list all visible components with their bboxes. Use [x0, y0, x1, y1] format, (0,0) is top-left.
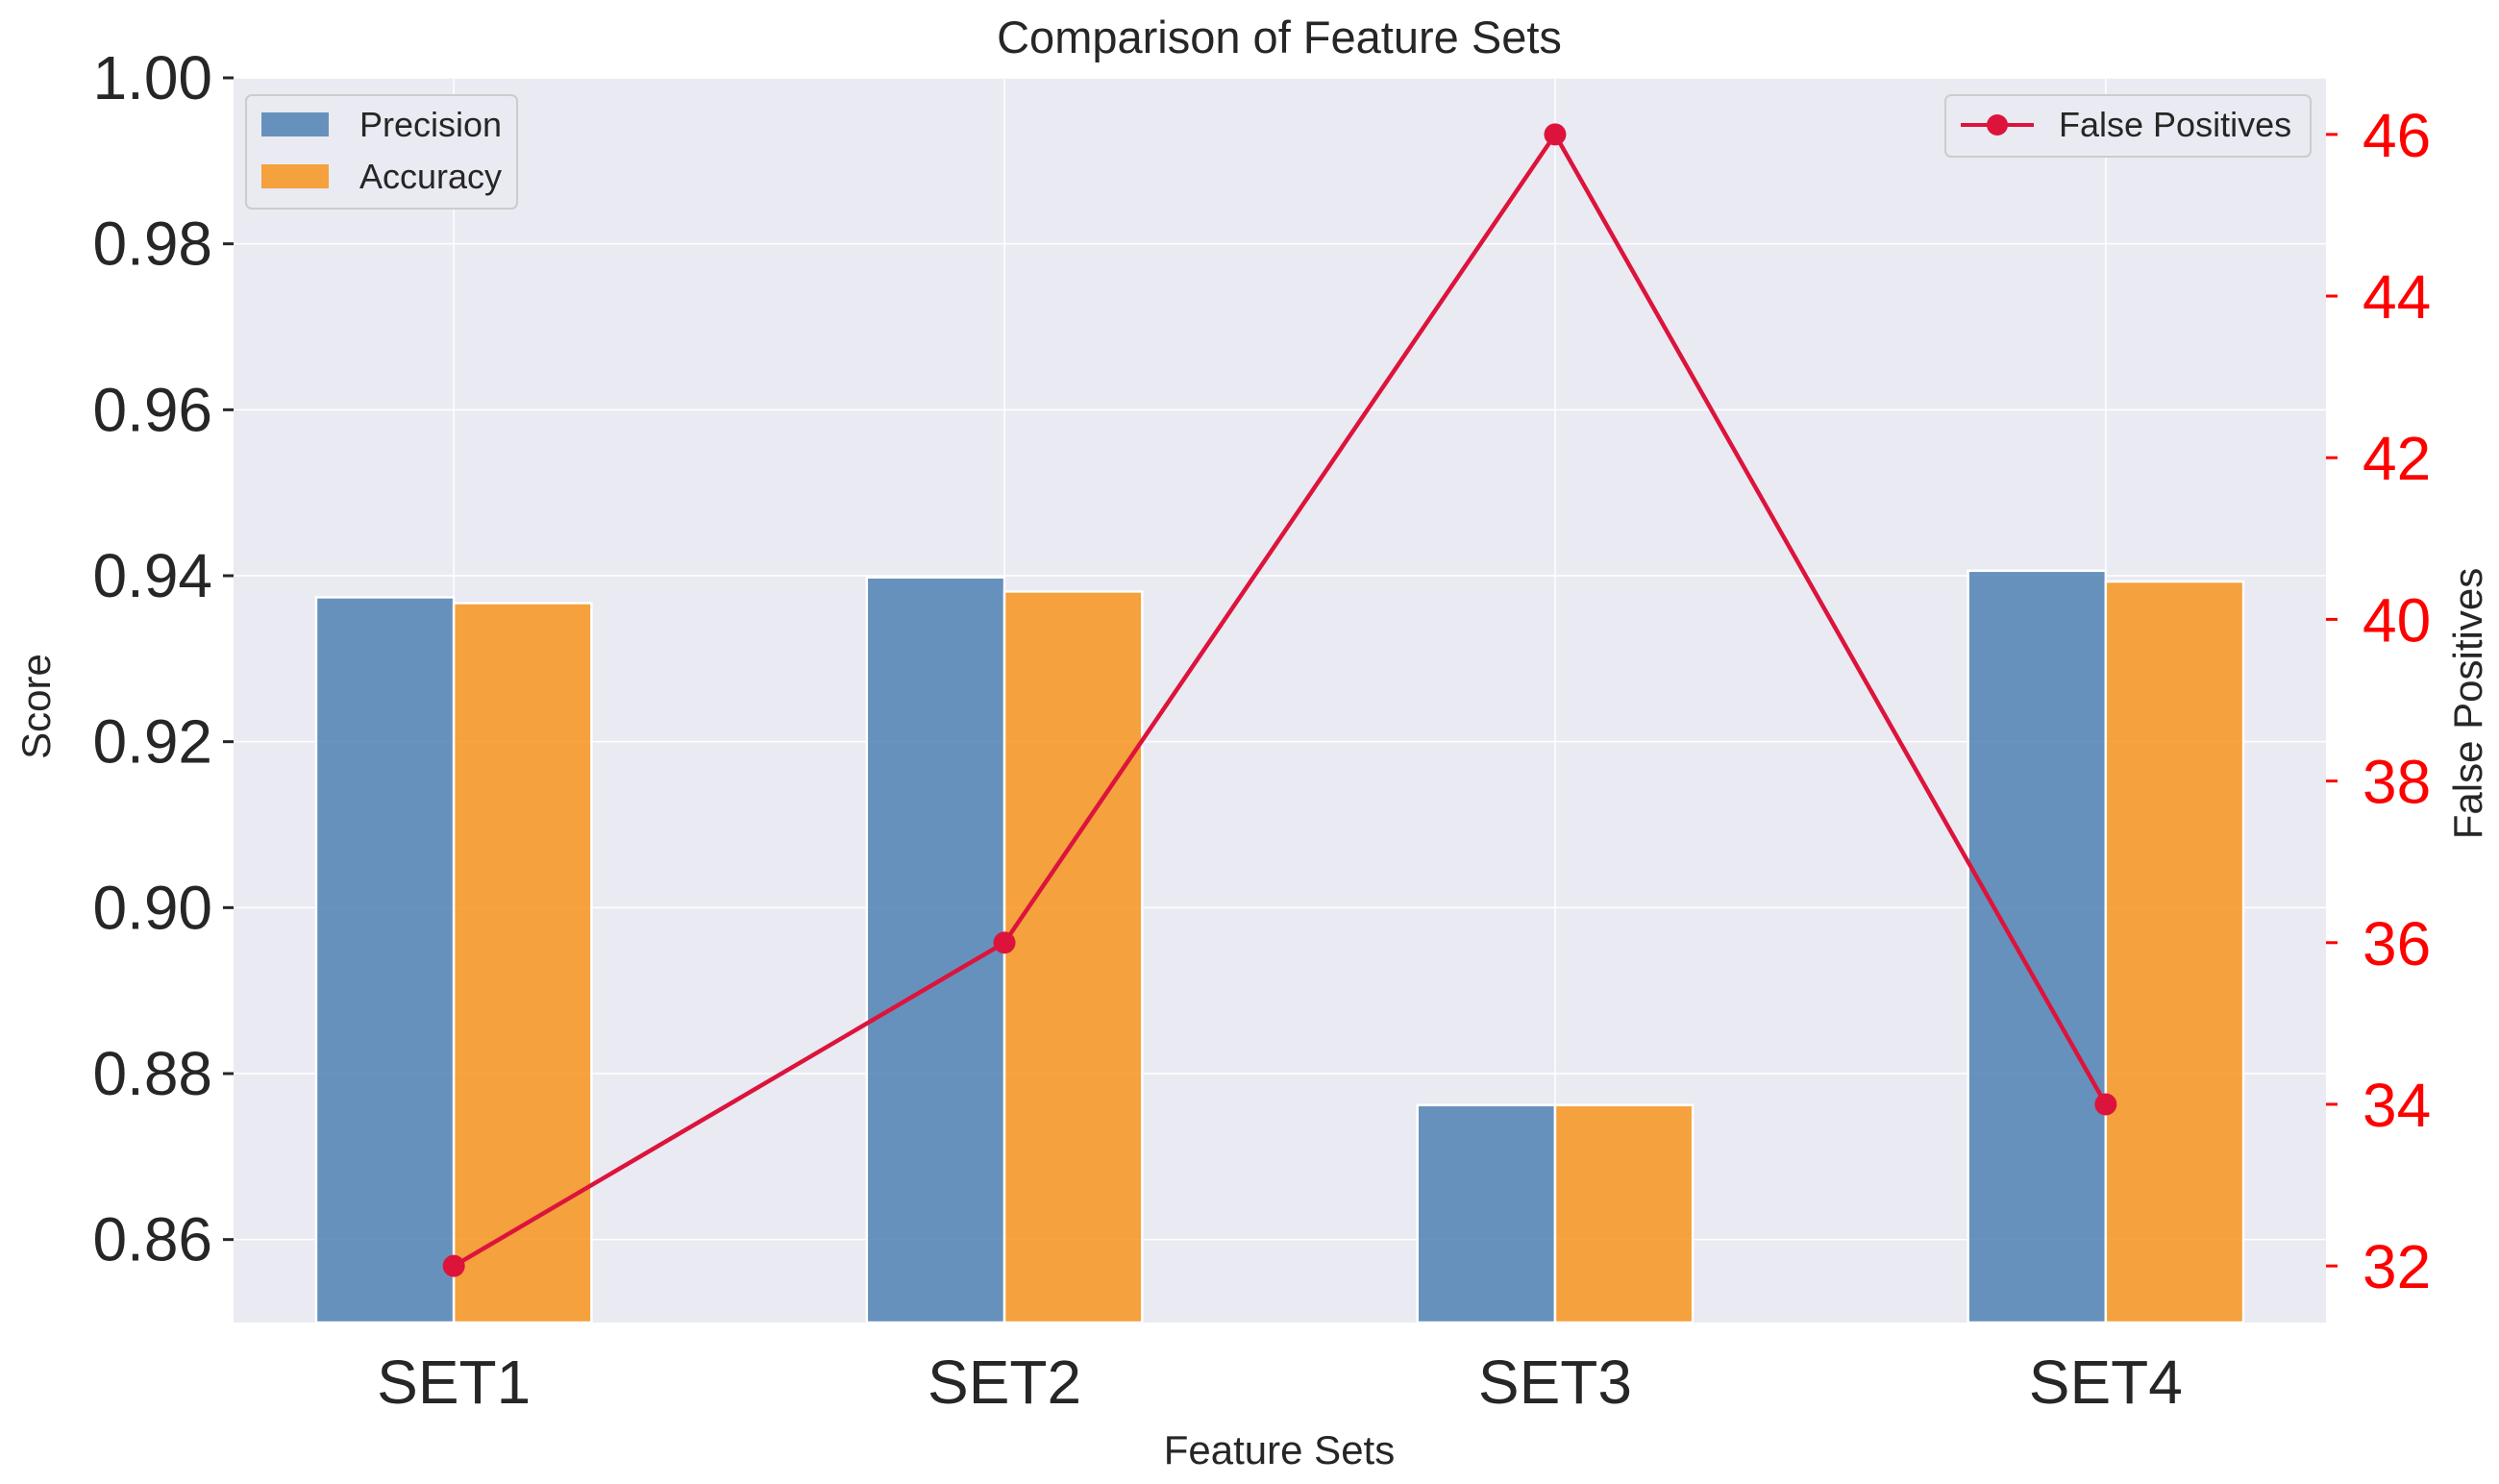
x-tick-label: SET3 [1478, 1348, 1632, 1417]
bar-accuracy [1553, 1103, 1695, 1324]
y-tick-label: 0.92 [92, 707, 212, 777]
right-axis: 32 34 36 38 40 42 44 46 [2326, 101, 2431, 1301]
line-false-positives [453, 132, 2108, 1269]
x-tick-label: SET4 [2029, 1348, 2183, 1417]
legend-line: False Positives [1944, 94, 2312, 158]
y-tick-label: 0.94 [92, 541, 212, 610]
y-tick-label: 0.86 [92, 1205, 212, 1274]
point-false-positives [993, 931, 1016, 954]
y-tick-label: 0.96 [92, 375, 212, 444]
y-tick-label: 0.98 [92, 210, 212, 279]
legend-swatch-precision [261, 112, 329, 136]
x-axis: SET1 SET2 SET3 SET4 [377, 1348, 2183, 1417]
legend-label-precision: Precision [359, 105, 502, 144]
legend-label-false-positives: False Positives [2059, 105, 2291, 144]
y2-tick-label: 38 [2363, 748, 2431, 817]
bar-precision [865, 576, 1006, 1324]
y2-tick-label: 40 [2363, 585, 2431, 655]
legend-swatch-accuracy [261, 164, 329, 188]
x-axis-label: Feature Sets [1164, 1427, 1395, 1472]
point-false-positives [1544, 123, 1567, 146]
y-axis-label: Score [13, 654, 59, 759]
legend-bars: Precision Accuracy [245, 94, 518, 210]
y-tick-label: 1.00 [92, 43, 212, 112]
legend-marker-false-positives [1987, 114, 2008, 136]
legend-frame [1944, 94, 2312, 158]
chart-title: Comparison of Feature Sets [997, 12, 1562, 62]
false-positives-line [442, 123, 2117, 1277]
point-false-positives [442, 1254, 465, 1277]
bar-accuracy [452, 602, 593, 1324]
y2-tick-label: 34 [2363, 1071, 2431, 1140]
left-axis: 0.86 0.88 0.90 0.92 0.94 0.96 0.98 1.00 [92, 43, 234, 1274]
bar-accuracy [2104, 580, 2245, 1324]
y-tick-label: 0.88 [92, 1039, 212, 1108]
bar-precision [1967, 569, 2108, 1324]
point-false-positives [2094, 1093, 2117, 1116]
y2-axis-label: False Positives [2445, 568, 2490, 839]
y2-tick-label: 36 [2363, 909, 2431, 978]
y2-tick-label: 42 [2363, 424, 2431, 493]
y2-tick-label: 32 [2363, 1232, 2431, 1301]
bar-precision [314, 596, 456, 1324]
y2-tick-label: 46 [2363, 101, 2431, 170]
bar-precision [1416, 1103, 1557, 1324]
bar-accuracy [1002, 590, 1144, 1324]
legend-label-accuracy: Accuracy [359, 157, 502, 196]
y2-tick-label: 44 [2363, 262, 2431, 332]
y-tick-label: 0.90 [92, 873, 212, 942]
x-tick-label: SET1 [377, 1348, 531, 1417]
x-tick-label: SET2 [928, 1348, 1081, 1417]
